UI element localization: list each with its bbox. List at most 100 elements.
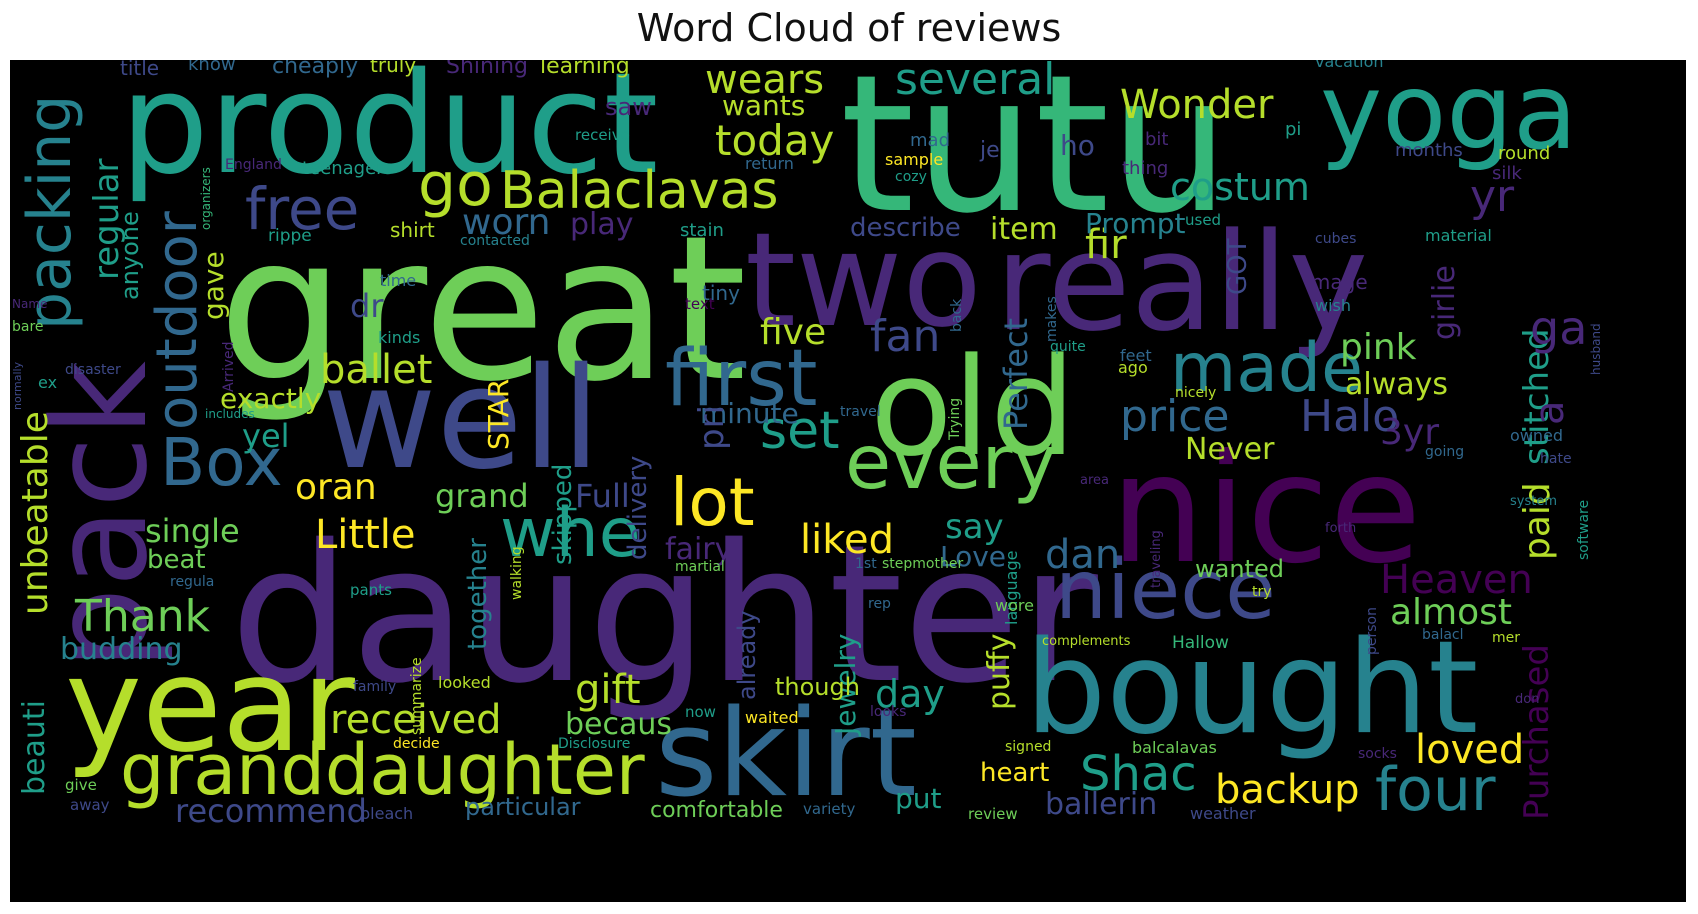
word-delivery: delivery xyxy=(623,455,653,560)
word-return: return xyxy=(745,154,794,173)
word-item: item xyxy=(990,212,1058,247)
word-decide: decide xyxy=(393,736,440,752)
word-recommend: recommend xyxy=(175,792,367,830)
word-weather: weather xyxy=(1190,804,1256,823)
word-hate: hate xyxy=(1540,451,1572,467)
word-months: months xyxy=(1395,140,1463,161)
word-minute: minute xyxy=(700,397,799,430)
word-vacation: vacation xyxy=(1315,60,1384,71)
word-mer: mer xyxy=(1492,630,1521,646)
word-receive: receive xyxy=(575,126,630,144)
word-looks: looks xyxy=(870,704,907,720)
word-stepmother: stepmother xyxy=(882,556,964,572)
word-includes: includes xyxy=(205,407,255,421)
word-wore: wore xyxy=(995,596,1034,615)
word-liked: liked xyxy=(800,517,894,563)
word-hallow: Hallow xyxy=(1172,633,1229,653)
word-title: title xyxy=(120,60,160,80)
word-signed: signed xyxy=(1005,739,1052,755)
word-pi: pi xyxy=(1285,119,1302,140)
word-girlie: girlie xyxy=(1427,265,1462,340)
word-budding: budding xyxy=(60,632,183,667)
word-makes: makes xyxy=(1044,296,1060,342)
word-wonder: Wonder xyxy=(1120,82,1274,128)
word-four: four xyxy=(1375,755,1496,825)
word-going: going xyxy=(1425,444,1465,460)
word-try: try xyxy=(1252,584,1272,600)
word-today: today xyxy=(715,116,835,165)
word-little: Little xyxy=(315,512,416,558)
word-price: price xyxy=(1120,391,1230,442)
word-dr: dr xyxy=(350,287,384,325)
word-silk: silk xyxy=(1492,163,1522,184)
word-unbeatable: unbeatable xyxy=(15,411,56,615)
word-packing: packing xyxy=(15,94,85,330)
word-cozy: cozy xyxy=(895,169,927,185)
word-waited: waited xyxy=(745,708,799,727)
word-thing: thing xyxy=(1122,158,1169,179)
word-backup: backup xyxy=(1215,767,1360,813)
word-gave: gave xyxy=(197,251,230,320)
word-cheaply: cheaply xyxy=(272,60,359,79)
word-well: well xyxy=(322,338,601,501)
word-love: Love xyxy=(940,540,1007,573)
word-describe: describe xyxy=(850,213,961,243)
word-old: old xyxy=(870,329,1076,486)
word-heart: heart xyxy=(980,758,1050,788)
word-lot: lot xyxy=(670,464,755,541)
word-truly: truly xyxy=(370,60,417,77)
word-skirt: skirt xyxy=(655,685,917,824)
word-wanted: wanted xyxy=(1195,555,1284,583)
word-yr: yr xyxy=(1470,171,1515,222)
word-niece: niece xyxy=(1055,543,1276,638)
word-shining: Shining xyxy=(446,60,528,79)
word-thank: Thank xyxy=(75,591,211,642)
word-martial: martial xyxy=(675,559,725,575)
word-ho: ho xyxy=(1060,129,1095,162)
word-sample: sample xyxy=(885,150,944,169)
word-mad: mad xyxy=(910,130,950,151)
word-free: free xyxy=(245,175,360,243)
word-3yr: 3yr xyxy=(1380,412,1440,453)
word-already: already xyxy=(733,610,761,700)
word-particular: particular xyxy=(465,793,581,821)
word-yel: yel xyxy=(242,417,290,455)
word-pri: pri xyxy=(692,404,732,450)
word-disaster: disaster xyxy=(65,362,121,378)
word-yoga: yoga xyxy=(1320,60,1578,173)
word-tiny: tiny xyxy=(702,281,740,305)
word-variety: variety xyxy=(803,800,856,818)
word-traveling: traveling xyxy=(1149,530,1164,588)
word-great: great xyxy=(218,193,747,426)
word-person: person xyxy=(1364,607,1380,655)
word-grand: grand xyxy=(435,477,529,515)
word-software: software xyxy=(1576,499,1592,560)
word-wants: wants xyxy=(722,89,806,122)
word-together: together xyxy=(463,538,493,650)
word-set: set xyxy=(760,401,840,461)
word-rippe: rippe xyxy=(268,226,312,246)
word-oran: oran xyxy=(295,467,377,508)
word-heaven: Heaven xyxy=(1380,557,1533,603)
word-bought: bought xyxy=(1025,614,1479,763)
word-learning: learning xyxy=(540,60,630,79)
word-a: a xyxy=(1527,400,1573,425)
word-family: family xyxy=(353,679,397,695)
word-puffy: puffy xyxy=(982,633,1017,710)
word-nice: nice xyxy=(1110,423,1422,597)
word-never: Never xyxy=(1185,432,1275,467)
word-feet: feet xyxy=(1120,346,1152,365)
word-owned: owned xyxy=(1510,426,1564,445)
word-text: text xyxy=(685,295,715,313)
word-two: two xyxy=(745,204,982,356)
word-bit: bit xyxy=(1145,129,1169,150)
word-star: STAR xyxy=(482,378,515,450)
word-full: Full xyxy=(575,477,630,515)
word-though: though xyxy=(775,673,860,701)
word-pants: pants xyxy=(350,581,392,599)
word-round: round xyxy=(1498,143,1551,164)
word-ballerin: ballerin xyxy=(1045,787,1158,822)
word-gift: gift xyxy=(575,667,641,713)
word-organizers: organizers xyxy=(199,167,213,230)
word-outdoor: outdoor xyxy=(145,211,210,430)
